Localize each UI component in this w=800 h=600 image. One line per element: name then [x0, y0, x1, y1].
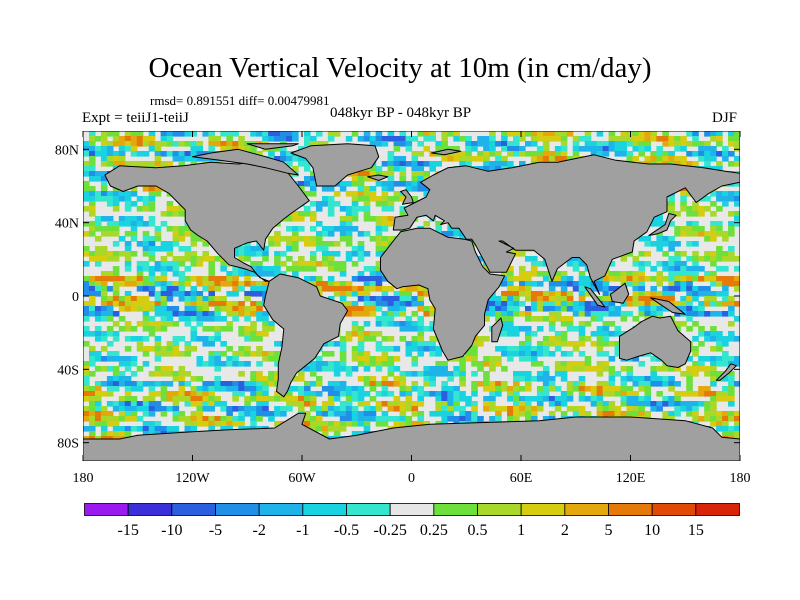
experiment-label: Expt = teiiJ1-teiiJ	[82, 110, 189, 126]
colorbar-label: -1	[296, 522, 309, 539]
land-polygon	[83, 412, 740, 461]
land-polygon	[491, 317, 504, 343]
longitude-axis: 180 120W 60W 0 60E 120E 180	[73, 131, 751, 486]
colorbar-label: 0.5	[468, 522, 488, 539]
lon-tick-label: 180	[730, 471, 751, 486]
colorbar-swatch	[608, 503, 653, 516]
lon-tick-label: 60W	[288, 471, 316, 486]
land-polygon	[263, 273, 349, 398]
colorbar-swatch	[477, 503, 522, 516]
land-polygon	[715, 363, 737, 381]
lon-tick-label: 0	[408, 471, 415, 486]
colorbar-label: -0.25	[374, 522, 407, 539]
land-polygon	[400, 189, 414, 205]
colorbar-label: 2	[561, 522, 569, 539]
lat-tick-label: 40S	[57, 363, 79, 378]
colorbar-label: -0.5	[334, 522, 359, 539]
colorbar-label: 10	[644, 522, 660, 539]
land-polygon	[584, 286, 606, 308]
colorbar-label: 0.25	[420, 522, 448, 539]
colorbar-swatch	[84, 503, 129, 516]
colorbar-swatch	[215, 503, 260, 516]
land-polygon	[431, 148, 462, 156]
colorbar-swatch	[171, 503, 216, 516]
colorbar-swatch	[651, 503, 697, 516]
colorbar: -15 -10 -5 -2 -1 -0.5 -0.25 0.25 0.5 1 2 5 10 15	[84, 503, 740, 539]
period-label: 048kyr BP - 048kyr BP	[330, 105, 472, 121]
colorbar-swatch	[520, 503, 566, 516]
colorbar-swatch	[127, 503, 173, 516]
colorbar-label: -2	[253, 522, 266, 539]
land-polygon	[609, 282, 630, 304]
colorbar-label: -15	[118, 522, 139, 539]
colorbar-label: 15	[688, 522, 704, 539]
land-polygon	[290, 143, 380, 187]
stats-label: rmsd= 0.891551 diff= 0.00479981	[150, 93, 330, 108]
lat-tick-label: 80N	[55, 143, 79, 158]
colorbar-swatch	[302, 503, 347, 516]
colorbar-swatch	[258, 503, 304, 516]
lon-tick-label: 120E	[616, 471, 646, 486]
lon-tick-label: 180	[73, 471, 94, 486]
lat-tick-label: 80S	[57, 437, 79, 452]
colorbar-label: 1	[517, 522, 525, 539]
colorbar-swatch	[346, 503, 391, 516]
lat-tick-label: 40N	[55, 217, 79, 232]
lat-tick-label: 0	[72, 290, 79, 305]
colorbar-swatch	[564, 503, 609, 516]
lon-tick-label: 60E	[510, 471, 533, 486]
lon-tick-label: 120W	[175, 471, 210, 486]
land-polygon	[619, 315, 692, 368]
land-polygon	[648, 213, 677, 236]
latitude-axis: 80N 40N 0 40S 80S	[55, 143, 740, 452]
land-polygon	[380, 227, 506, 361]
land-polygon	[650, 297, 686, 315]
land-polygon	[246, 143, 299, 150]
map-panel	[83, 131, 740, 461]
colorbar-swatch	[389, 503, 435, 516]
colorbar-label: -10	[161, 522, 182, 539]
land-polygon	[367, 174, 389, 181]
land-mask	[83, 143, 740, 461]
colorbar-swatch	[433, 503, 478, 516]
colorbar-label: 5	[605, 522, 613, 539]
season-label: DJF	[712, 110, 738, 126]
plot-title: Ocean Vertical Velocity at 10m (in cm/da…	[148, 52, 652, 84]
colorbar-swatch	[695, 503, 740, 516]
land-polygon	[392, 154, 740, 295]
land-polygon	[192, 148, 299, 176]
colorbar-label: -5	[209, 522, 222, 539]
